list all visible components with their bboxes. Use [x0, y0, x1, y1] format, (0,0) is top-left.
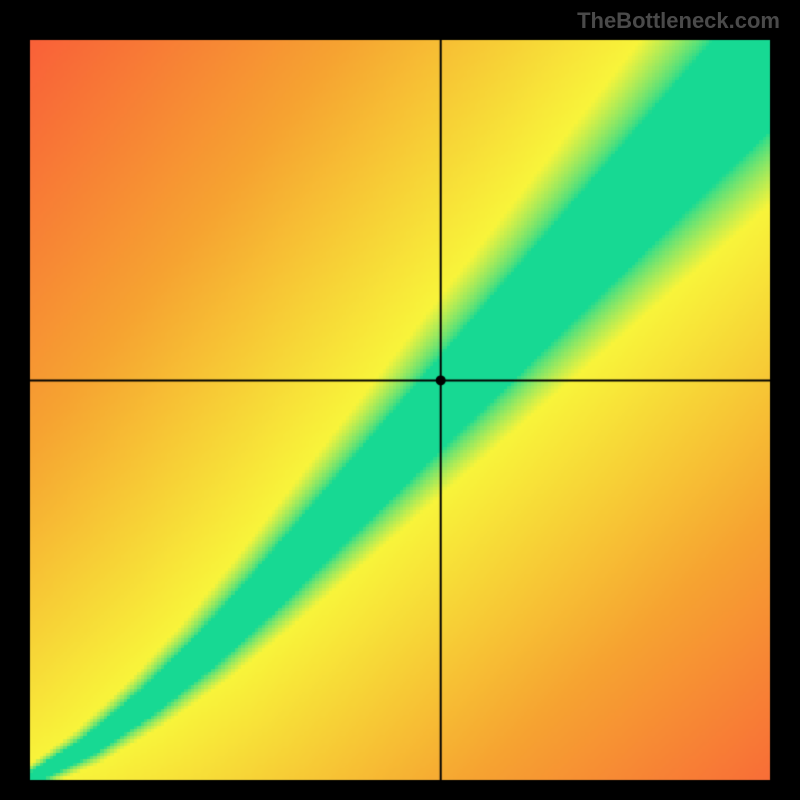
bottleneck-heatmap: [0, 0, 800, 800]
watermark-text: TheBottleneck.com: [577, 8, 780, 34]
chart-container: TheBottleneck.com: [0, 0, 800, 800]
